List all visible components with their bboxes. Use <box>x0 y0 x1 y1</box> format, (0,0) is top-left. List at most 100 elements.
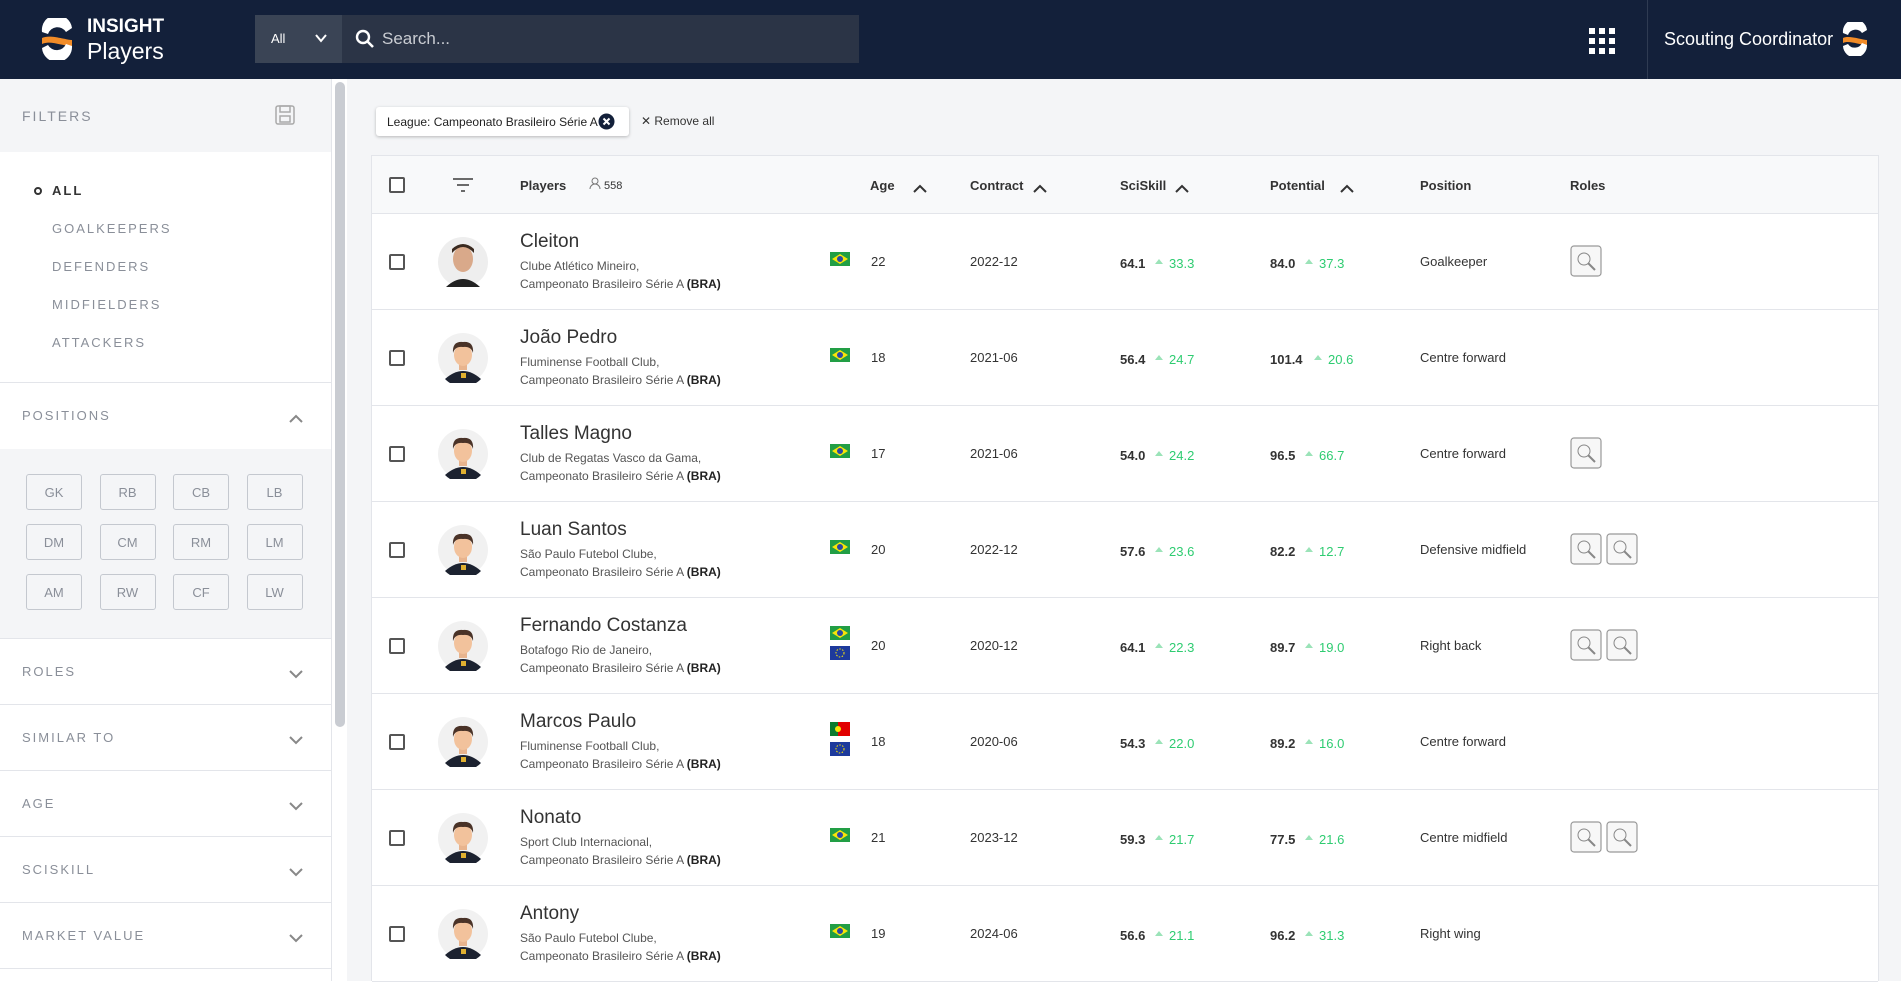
sort-icon[interactable] <box>913 180 927 198</box>
apps-icon[interactable] <box>1589 28 1615 54</box>
column-header[interactable]: Age <box>870 178 895 193</box>
avatar <box>438 717 488 772</box>
sort-icon[interactable] <box>1175 180 1189 198</box>
position-button[interactable]: CM <box>99 524 156 560</box>
position-group[interactable]: ATTACKERS <box>52 335 147 350</box>
filter-section[interactable]: SIMILAR TO <box>22 730 116 745</box>
position-group[interactable]: ALL <box>52 183 84 198</box>
table-row[interactable]: Antony São Paulo Futebol Clube, Campeonato… <box>372 886 1878 982</box>
search-box[interactable]: Search... <box>342 15 859 63</box>
role-icon[interactable] <box>1570 245 1602 277</box>
select-all[interactable] <box>389 177 405 193</box>
role-icon[interactable] <box>1606 533 1638 565</box>
expand-icon[interactable] <box>289 930 303 948</box>
collapse-icon[interactable] <box>289 410 303 428</box>
position-button[interactable]: DM <box>26 524 82 560</box>
position-button[interactable]: RB <box>99 474 156 510</box>
position-button[interactable]: RM <box>173 524 229 560</box>
filter-section[interactable]: AGE <box>22 796 56 811</box>
user-name[interactable]: Scouting Coordinator <box>1664 29 1834 49</box>
expand-icon[interactable] <box>289 798 303 816</box>
role-icon[interactable] <box>1606 821 1638 853</box>
row-checkbox[interactable] <box>389 446 405 462</box>
table-row[interactable]: Cleiton Clube Atlético Mineiro, Campeonato… <box>372 214 1878 310</box>
column-header[interactable]: Contract <box>970 178 1024 193</box>
league: Campeonato Brasileiro Série A (BRA) <box>520 757 721 771</box>
table-row[interactable]: João Pedro Fluminense Football Club, Campe… <box>372 310 1878 406</box>
sort-icon[interactable] <box>1340 180 1354 198</box>
row-checkbox[interactable] <box>389 638 405 654</box>
position-button[interactable]: LM <box>246 524 303 560</box>
expand-icon[interactable] <box>289 666 303 684</box>
role-icon[interactable] <box>1570 629 1602 661</box>
player-name[interactable]: Nonato <box>520 807 582 828</box>
filter-section[interactable]: ROLES <box>22 664 77 679</box>
up-arrow <box>1155 547 1163 552</box>
sort-icon[interactable] <box>1033 180 1047 198</box>
row-checkbox[interactable] <box>389 734 405 750</box>
row-checkbox[interactable] <box>389 254 405 270</box>
row-checkbox[interactable] <box>389 830 405 846</box>
player-name[interactable]: Cleiton <box>520 231 580 252</box>
position-group[interactable]: MIDFIELDERS <box>52 297 162 312</box>
table-row[interactable]: Fernando Costanza Botafogo Rio de Janeiro… <box>372 598 1878 694</box>
filter-section[interactable]: MARKET VALUE <box>22 928 146 943</box>
role-icon[interactable] <box>1570 821 1602 853</box>
filter-icon[interactable] <box>453 177 473 198</box>
avatar <box>438 525 488 580</box>
position-button[interactable]: CB <box>173 474 229 510</box>
player-name[interactable]: Marcos Paulo <box>520 711 637 732</box>
player-count: 558 <box>604 180 623 192</box>
column-header[interactable]: Potential <box>1270 178 1325 193</box>
player-name[interactable]: João Pedro <box>520 327 618 348</box>
position-button[interactable]: AM <box>26 574 82 610</box>
save-icon[interactable] <box>275 105 295 130</box>
player-name[interactable]: Talles Magno <box>520 423 632 444</box>
column-header[interactable]: Roles <box>1570 178 1606 193</box>
country: (BRA) <box>686 757 721 771</box>
up-arrow <box>1305 739 1313 744</box>
role-icon[interactable] <box>1606 629 1638 661</box>
player-name[interactable]: Fernando Costanza <box>520 615 687 636</box>
player-name[interactable]: Antony <box>520 903 580 924</box>
row-checkbox[interactable] <box>389 926 405 942</box>
filters-title: FILTERS <box>22 108 93 124</box>
row-checkbox[interactable] <box>389 350 405 366</box>
scrollbar[interactable] <box>335 82 345 727</box>
position-button[interactable]: RW <box>99 574 156 610</box>
expand-icon[interactable] <box>289 732 303 750</box>
position: Defensive midfield <box>1420 542 1527 557</box>
column-header[interactable]: SciSkill <box>1120 178 1167 193</box>
flag <box>830 444 850 458</box>
remove-all-label: Remove all <box>654 114 715 128</box>
filter-section[interactable]: SCISKILL <box>22 862 96 877</box>
table-row[interactable]: Nonato Sport Club Internacional, Campeonat… <box>372 790 1878 886</box>
row-checkbox[interactable] <box>389 542 405 558</box>
role-icon[interactable] <box>1570 437 1602 469</box>
column-header[interactable]: Position <box>1420 178 1472 193</box>
contract: 2020-12 <box>970 638 1018 653</box>
position-button[interactable]: CF <box>173 574 229 610</box>
position-button[interactable]: LW <box>246 574 303 610</box>
table-row[interactable]: Talles Magno Club de Regatas Vasco da Gam… <box>372 406 1878 502</box>
position-group[interactable]: GOALKEEPERS <box>52 221 172 236</box>
table-row[interactable]: Marcos Paulo Fluminense Football Club, Cam… <box>372 694 1878 790</box>
league-name: Campeonato Brasileiro Série A <box>520 661 684 675</box>
role-icon[interactable] <box>1570 533 1602 565</box>
potential-delta: 31.3 <box>1319 928 1345 943</box>
sciskill-delta: 23.6 <box>1169 544 1195 559</box>
expand-icon[interactable] <box>289 864 303 882</box>
remove-all[interactable]: ✕ Remove all <box>641 114 715 128</box>
user-logo <box>1842 22 1868 56</box>
potential: 84.0 <box>1270 256 1296 271</box>
position-group[interactable]: DEFENDERS <box>52 259 151 274</box>
position-button[interactable]: LB <box>246 474 303 510</box>
filter-chip[interactable]: League: Campeonato Brasileiro Série A <box>376 107 629 136</box>
column-header[interactable]: Players <box>520 178 567 193</box>
chip-close[interactable] <box>598 113 615 130</box>
search-scope[interactable]: All <box>255 15 342 63</box>
position-button[interactable]: GK <box>26 474 82 510</box>
player-name[interactable]: Luan Santos <box>520 519 627 540</box>
age: 20 <box>871 638 886 653</box>
table-row[interactable]: Luan Santos São Paulo Futebol Clube, Campe… <box>372 502 1878 598</box>
